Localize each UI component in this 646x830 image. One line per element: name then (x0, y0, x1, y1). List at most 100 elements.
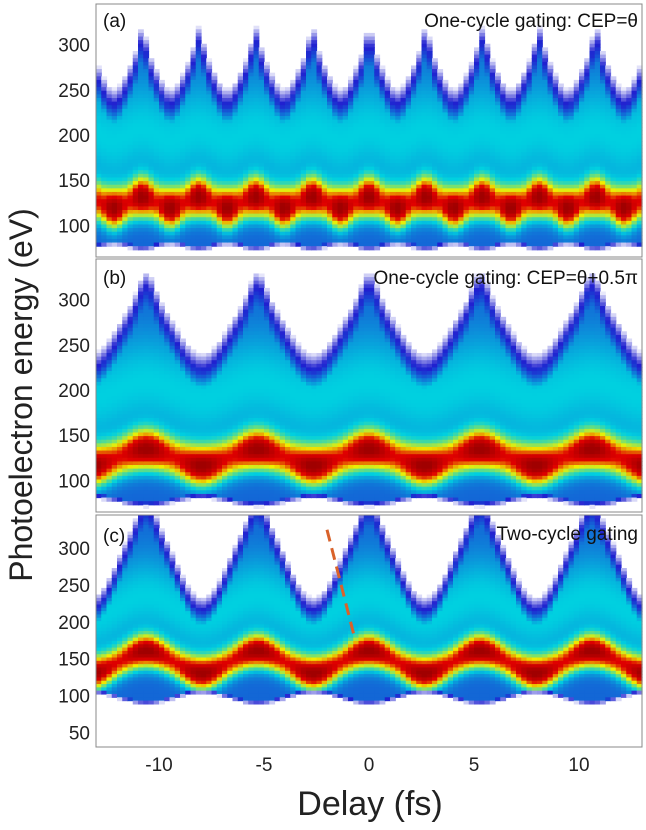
heatmap-cell (342, 228, 349, 233)
heatmap-cell (274, 177, 281, 182)
heatmap-cell (552, 202, 559, 207)
heatmap-cell (253, 228, 260, 233)
heatmap-cell (300, 141, 307, 146)
heatmap-cell (374, 61, 381, 67)
heatmap-cell (216, 134, 223, 139)
heatmap-cell (279, 144, 286, 150)
heatmap-cell (610, 119, 617, 124)
heatmap-cell (489, 137, 496, 142)
heatmap-cell (589, 101, 596, 106)
heatmap-cell (316, 137, 323, 142)
heatmap-cell (458, 126, 465, 132)
heatmap-cell (489, 83, 496, 88)
heatmap-cell (526, 159, 533, 164)
heatmap-cell (542, 54, 549, 59)
heatmap-cell (390, 220, 396, 226)
heatmap-cell (442, 235, 449, 240)
heatmap-cell (201, 213, 207, 218)
heatmap-cell (337, 123, 344, 128)
heatmap-cell (516, 159, 522, 164)
heatmap-cell (206, 137, 213, 142)
heatmap-cell (316, 213, 323, 218)
heatmap-cell (416, 123, 423, 128)
heatmap-cell (589, 195, 596, 200)
heatmap-cell (437, 116, 444, 121)
heatmap-cell (421, 141, 428, 146)
heatmap-cell (195, 134, 202, 139)
heatmap-cell (411, 191, 417, 197)
heatmap-cell (447, 166, 454, 171)
heatmap-cell (379, 166, 386, 171)
heatmap-cell (584, 101, 591, 106)
heatmap-cell (232, 141, 239, 146)
heatmap-cell (258, 116, 265, 121)
heatmap-cell (101, 94, 108, 99)
heatmap-cell (106, 228, 113, 233)
heatmap-cell (474, 47, 480, 52)
heatmap-cell (180, 206, 186, 211)
heatmap-cell (474, 195, 480, 200)
heatmap-cell (185, 224, 192, 229)
heatmap-cell (290, 119, 297, 124)
heatmap-cell (222, 134, 228, 139)
heatmap-cell (274, 206, 281, 211)
heatmap-cell (127, 76, 134, 81)
heatmap-cell (264, 97, 270, 103)
heatmap-cell (111, 188, 118, 193)
heatmap-cell (484, 195, 491, 200)
heatmap-cell (300, 130, 307, 135)
heatmap-cell (411, 141, 417, 146)
heatmap-cell (316, 181, 323, 186)
heatmap-cell (594, 123, 601, 128)
heatmap-cell (531, 144, 538, 150)
heatmap-cell (510, 195, 517, 200)
heatmap-cell (468, 191, 475, 197)
heatmap-cell (300, 137, 307, 142)
heatmap-cell (306, 123, 312, 128)
heatmap-cell (243, 210, 249, 215)
heatmap-cell (101, 199, 108, 204)
heatmap-cell (174, 188, 181, 193)
heatmap-cell (316, 235, 323, 240)
heatmap-cell (531, 94, 538, 99)
heatmap-cell (127, 101, 134, 106)
heatmap-cell (285, 199, 291, 204)
heatmap-cell (453, 213, 459, 218)
heatmap-cell (400, 94, 407, 99)
heatmap-cell (132, 134, 139, 139)
heatmap-cell (174, 152, 181, 157)
heatmap-cell (285, 137, 291, 142)
heatmap-cell (521, 126, 528, 132)
heatmap-cell (180, 94, 186, 99)
heatmap-cell (195, 47, 202, 52)
heatmap-cell (111, 184, 118, 189)
heatmap-cell (584, 130, 591, 135)
heatmap-cell (248, 235, 255, 240)
heatmap-cell (132, 210, 139, 215)
heatmap-cell (447, 191, 454, 197)
heatmap-cell (432, 83, 438, 88)
heatmap-cell (101, 155, 108, 161)
heatmap-cell (311, 90, 318, 95)
heatmap-cell (285, 228, 291, 233)
heatmap-cell (253, 101, 260, 106)
heatmap-cell (542, 76, 549, 81)
heatmap-cell (243, 238, 249, 244)
heatmap-cell (201, 90, 207, 95)
heatmap-cell (143, 76, 150, 81)
heatmap-cell (327, 217, 333, 222)
heatmap-cell (363, 105, 370, 110)
heatmap-cell (605, 242, 612, 247)
heatmap-cell (579, 220, 585, 226)
heatmap-cell (584, 231, 591, 236)
heatmap-cell (489, 123, 496, 128)
heatmap-cell (106, 166, 113, 171)
heatmap-cell (138, 191, 144, 197)
heatmap-cell (190, 217, 197, 222)
heatmap-cell (279, 202, 286, 207)
heatmap-cell (558, 155, 564, 161)
heatmap-cell (484, 159, 491, 164)
heatmap-cell (390, 97, 396, 103)
heatmap-cell (190, 246, 197, 251)
heatmap-cell (552, 217, 559, 222)
